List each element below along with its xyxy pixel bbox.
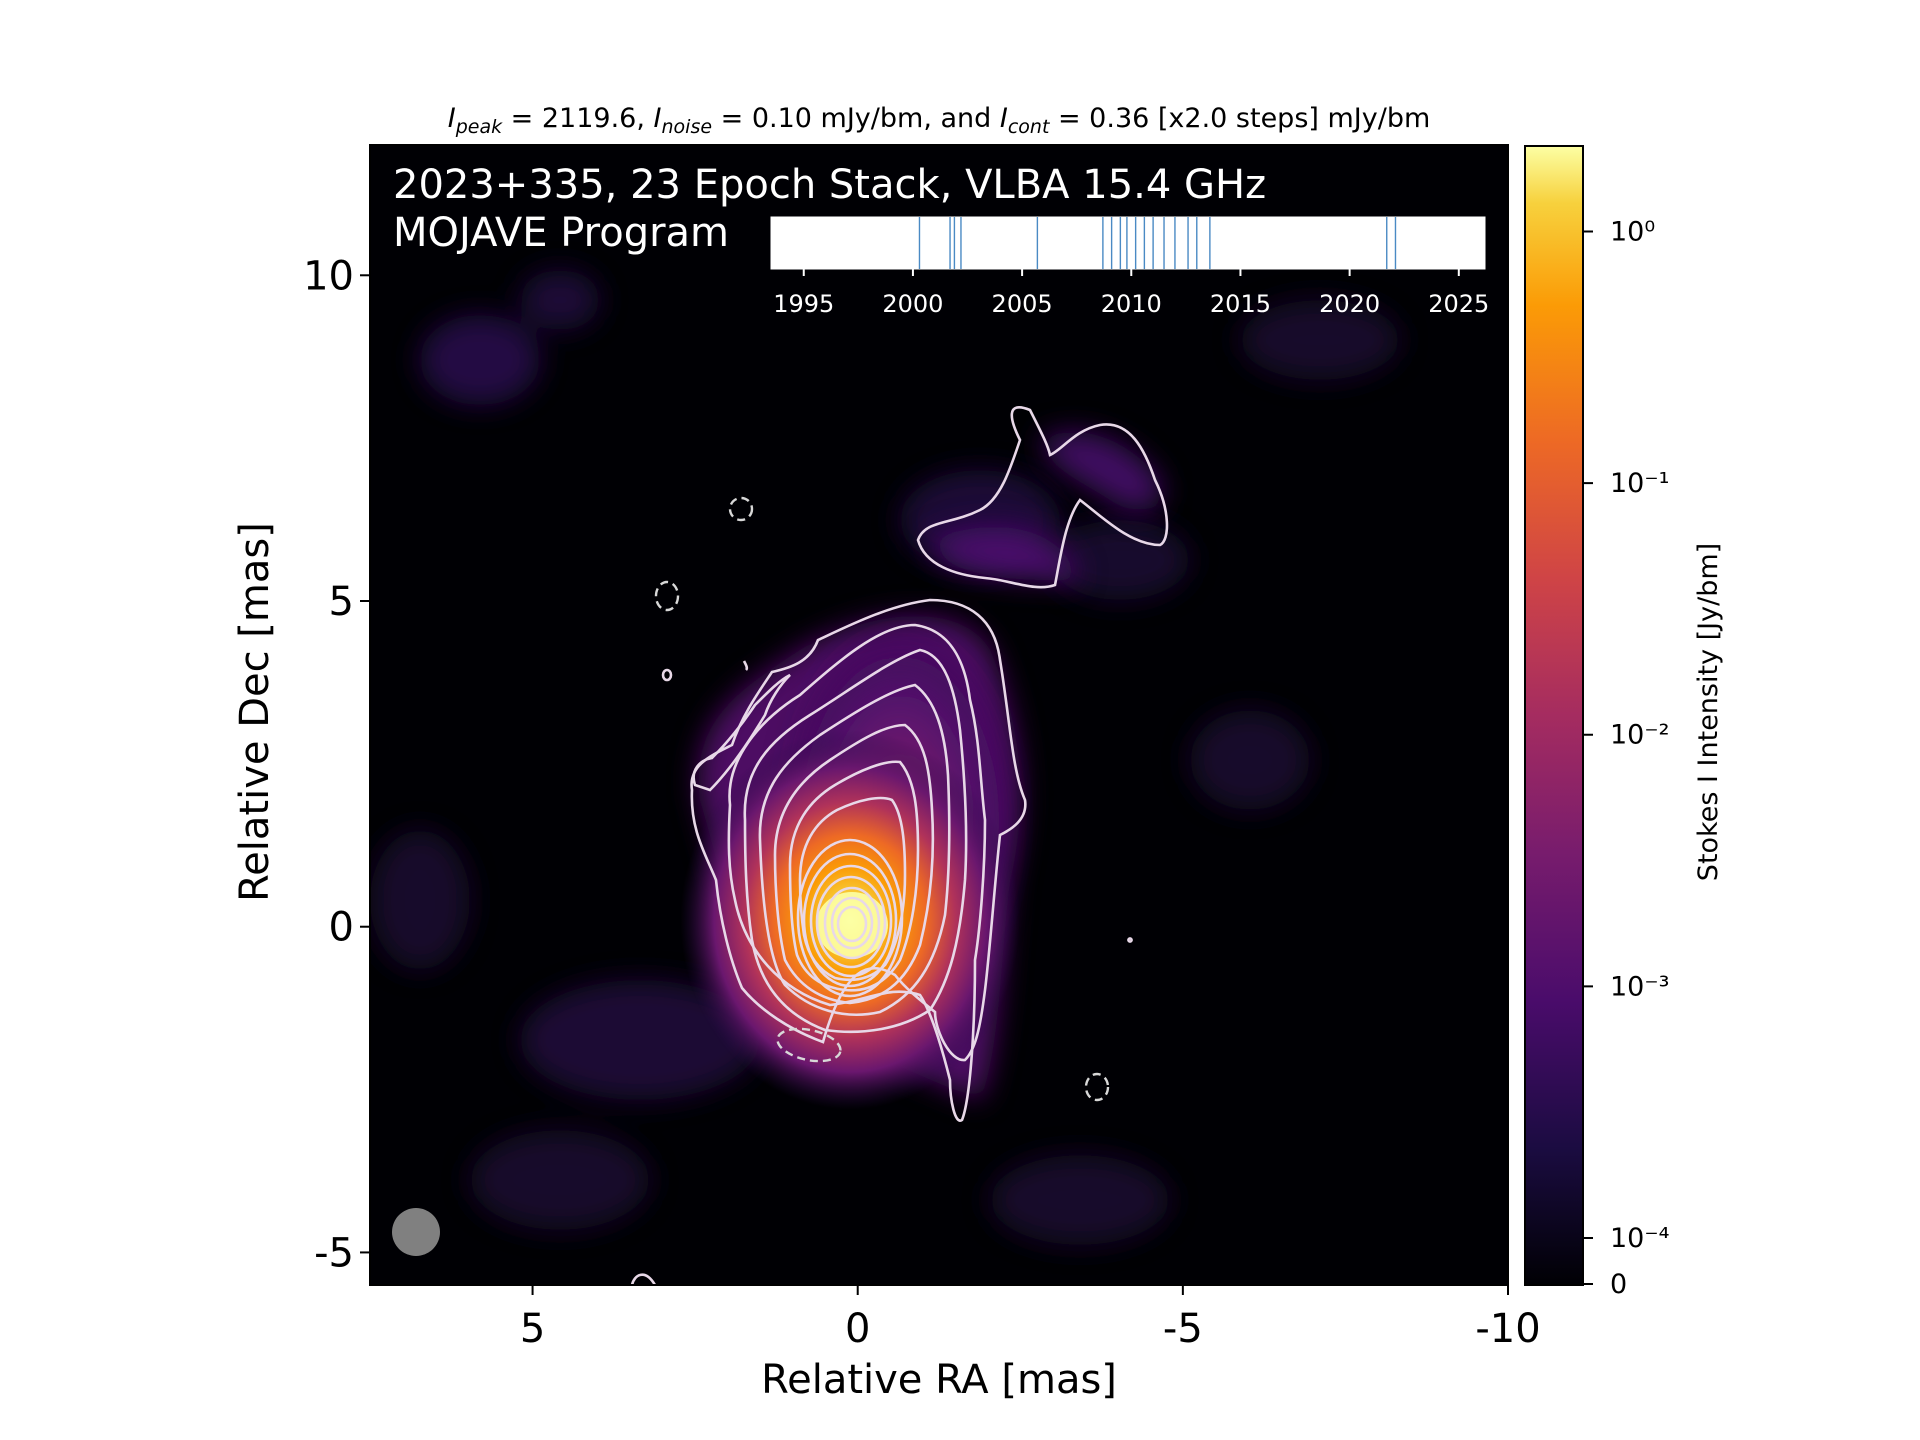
colorbar: 0 10⁻⁴ 10⁻³ 10⁻² 10⁻¹ 10⁰ Stokes I Intensity … xyxy=(1524,145,1724,1300)
epoch-tick-label: 2020 xyxy=(1319,290,1380,318)
colorbar-tick-label: 10⁻³ xyxy=(1610,971,1669,1002)
epoch-tick-label: 2005 xyxy=(992,290,1053,318)
negative-contours xyxy=(654,496,1110,1102)
epoch-tick-label: 2025 xyxy=(1428,290,1489,318)
y-tick-label: -5 xyxy=(314,1230,354,1276)
header-subscript: peak xyxy=(455,116,503,138)
x-tick-label: -5 xyxy=(1163,1306,1203,1352)
x-tick-label: -10 xyxy=(1475,1306,1540,1352)
header-text-part: = 0.36 [x2.0 steps] mJy/bm xyxy=(1049,103,1430,134)
y-tick-label: 0 xyxy=(329,905,354,951)
intensity-image xyxy=(370,145,1508,1285)
header-text-part: = 2119.6, xyxy=(502,103,653,134)
colorbar-label: Stokes I Intensity [Jy/bm] xyxy=(1693,543,1724,881)
epoch-tick-label: 2000 xyxy=(882,290,943,318)
colorbar-tick-label: 10⁻⁴ xyxy=(1610,1223,1669,1254)
x-tick-label: 0 xyxy=(845,1306,870,1352)
epoch-timeline: 1995 2000 2005 2010 2015 2020 2025 xyxy=(770,216,1489,318)
colorbar-tick-label: 10⁻² xyxy=(1610,720,1669,751)
y-tick-label: 5 xyxy=(329,579,354,625)
epoch-tick-label: 2010 xyxy=(1101,290,1162,318)
header-symbol: I xyxy=(654,103,662,134)
header-text-part: = 0.10 mJy/bm, and xyxy=(712,103,1000,134)
epoch-tick-label: 2015 xyxy=(1210,290,1271,318)
positive-contours xyxy=(630,406,1169,1285)
chart-title-line1: 2023+335, 23 Epoch Stack, VLBA 15.4 GHz xyxy=(393,162,1266,208)
x-axis-label: Relative RA [mas] xyxy=(761,1357,1117,1403)
header-symbol: I xyxy=(1000,103,1008,134)
colorbar-tick-label: 10⁰ xyxy=(1610,216,1655,247)
header-subscript: noise xyxy=(662,116,713,138)
y-axis-label: Relative Dec [mas] xyxy=(232,522,278,902)
header-symbol: I xyxy=(448,103,456,134)
colorbar-tick-label: 10⁻¹ xyxy=(1610,468,1669,499)
x-tick-label: 5 xyxy=(520,1306,545,1352)
stats-header: Ipeak = 2119.6, Inoise = 0.10 mJy/bm, an… xyxy=(448,103,1431,138)
y-tick-label: 10 xyxy=(303,253,354,299)
header-subscript: cont xyxy=(1008,116,1051,138)
colorbar-tick-label: 0 xyxy=(1610,1269,1627,1300)
beam-ellipse xyxy=(392,1208,440,1256)
epoch-tick-label: 1995 xyxy=(773,290,834,318)
chart-title-line2: MOJAVE Program xyxy=(393,210,729,256)
